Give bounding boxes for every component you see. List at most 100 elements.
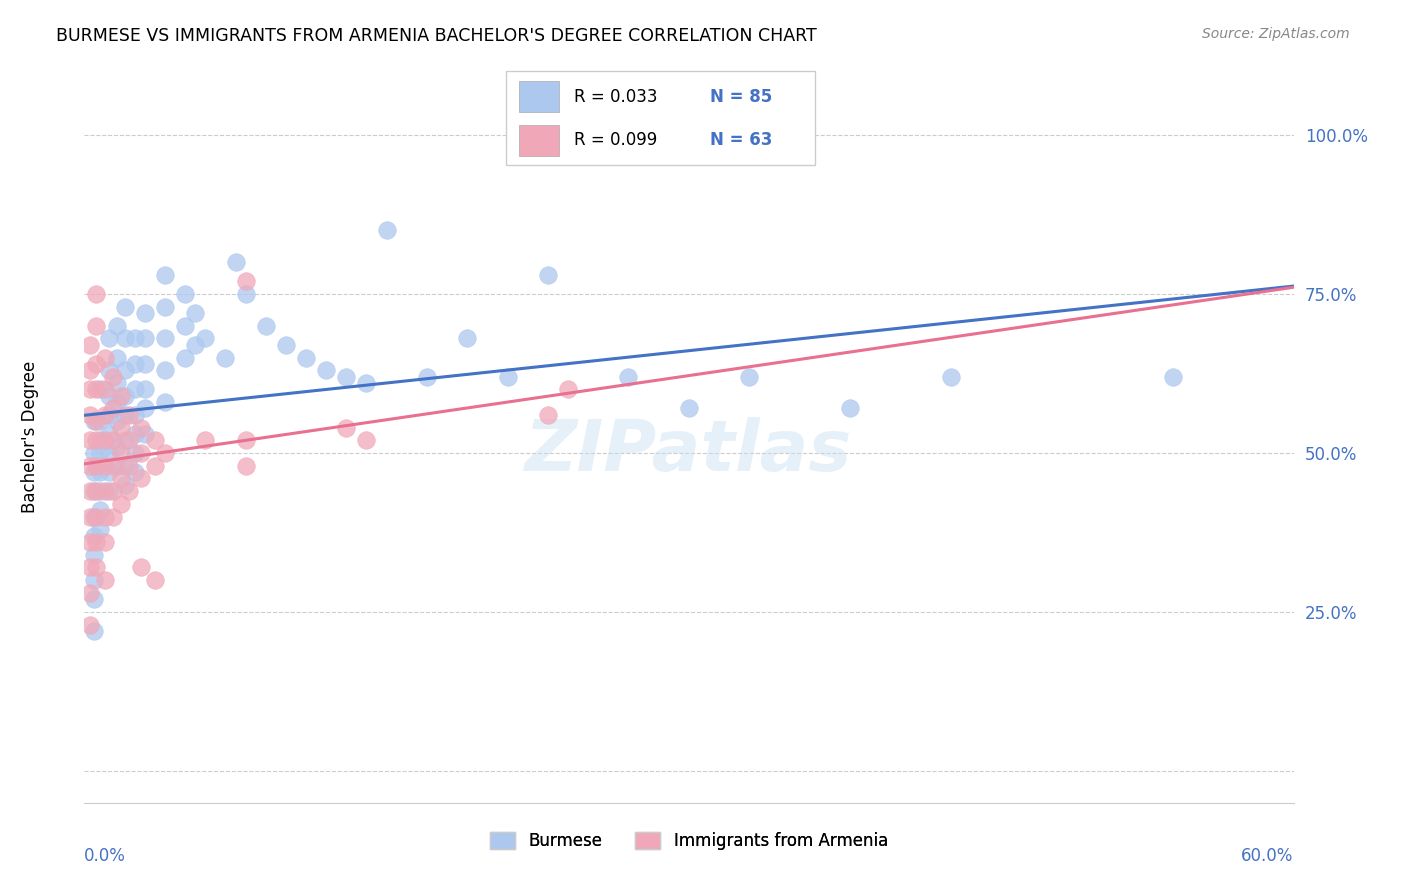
Point [143,573,166,587]
Point [89,484,111,499]
Point [335,369,357,384]
Point [93,535,115,549]
Point [89,434,111,448]
Point [89,414,111,428]
Point [134,357,156,371]
Point [79,363,101,377]
Point [174,351,197,365]
Point [153,363,176,377]
Point [114,434,136,448]
Point [124,331,146,345]
Point [89,446,111,460]
Point [184,306,207,320]
Point [1161,369,1184,384]
Point [356,434,378,448]
Point [184,338,207,352]
Point [315,363,337,377]
Point [105,440,128,454]
Point [93,383,115,397]
FancyBboxPatch shape [506,71,815,165]
Point [375,223,398,237]
Point [124,408,146,422]
Point [153,331,176,345]
Point [86,434,108,448]
Point [83,573,105,587]
Point [124,357,146,371]
Point [110,420,132,434]
Point [129,560,152,574]
Point [557,383,579,397]
Point [153,446,176,460]
Point [86,484,108,499]
Point [83,592,105,607]
Point [118,458,141,473]
Point [214,351,236,365]
Text: ZIPatlas: ZIPatlas [526,417,852,486]
Point [174,287,197,301]
Point [416,369,439,384]
Text: Bachelor's Degree: Bachelor's Degree [21,361,39,513]
Point [129,471,152,485]
Point [124,446,146,460]
Point [97,331,120,345]
Point [79,434,101,448]
Point [225,255,247,269]
Point [134,426,156,441]
Text: R = 0.033: R = 0.033 [574,87,658,105]
Point [89,522,111,536]
Point [110,497,132,511]
Point [86,318,108,333]
Point [295,351,318,365]
Point [537,268,560,282]
Point [79,560,101,574]
Point [86,287,108,301]
Point [235,458,257,473]
Point [79,383,101,397]
Point [105,458,128,473]
Point [134,331,156,345]
Point [93,484,115,499]
Point [79,484,101,499]
Point [738,369,761,384]
Point [97,426,120,441]
Point [105,414,128,428]
Text: BURMESE VS IMMIGRANTS FROM ARMENIA BACHELOR'S DEGREE CORRELATION CHART: BURMESE VS IMMIGRANTS FROM ARMENIA BACHE… [56,27,817,45]
Point [174,318,197,333]
Text: N = 85: N = 85 [710,87,772,105]
Point [105,351,128,365]
Point [254,318,277,333]
Point [114,408,136,422]
Point [194,434,217,448]
Point [97,465,120,479]
Point [105,395,128,409]
Point [83,414,105,428]
Point [143,434,166,448]
Point [678,401,700,416]
Text: Source: ZipAtlas.com: Source: ZipAtlas.com [1202,27,1350,41]
Point [153,395,176,409]
Point [86,560,108,574]
Point [118,408,141,422]
Point [101,484,124,499]
Point [134,383,156,397]
Point [89,503,111,517]
Point [89,383,111,397]
Point [83,446,105,460]
Point [939,369,962,384]
Point [114,300,136,314]
Point [86,414,108,428]
Point [93,458,115,473]
Point [83,624,105,638]
Point [129,446,152,460]
Point [110,446,132,460]
Point [105,376,128,390]
Point [194,331,217,345]
Point [97,408,120,422]
Point [101,401,124,416]
Point [134,306,156,320]
Text: 60.0%: 60.0% [1241,847,1294,864]
Point [124,465,146,479]
Point [79,408,101,422]
Point [118,484,141,499]
Point [839,401,862,416]
